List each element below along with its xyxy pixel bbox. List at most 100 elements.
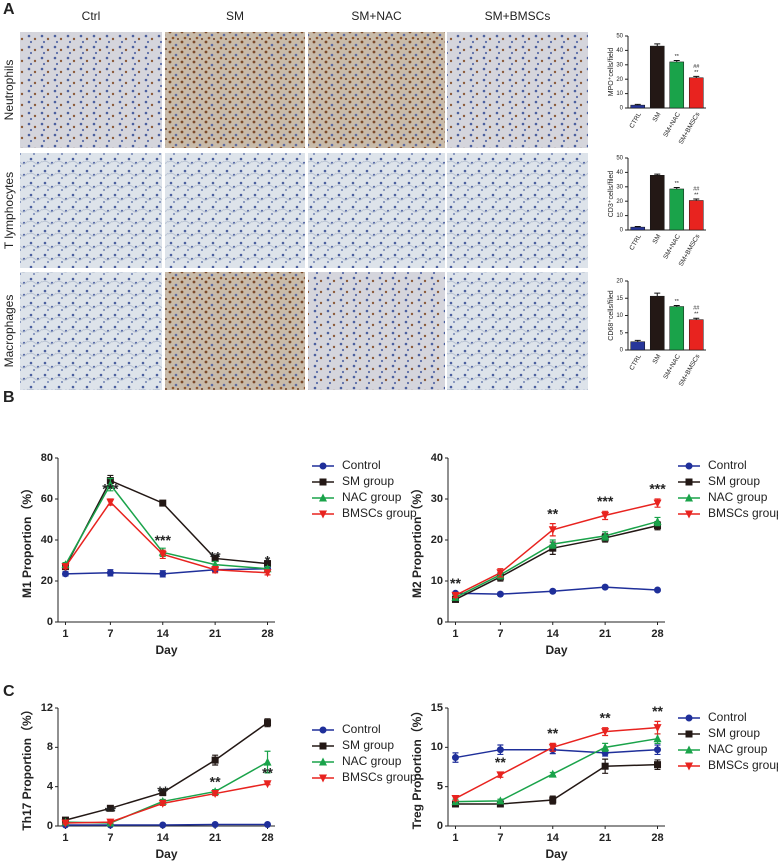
bar: [669, 61, 685, 109]
x-tick-label: 1: [452, 628, 458, 640]
significance-mark: **: [652, 703, 663, 719]
legend-marker: [685, 714, 693, 722]
x-tick-label: SM: [652, 233, 663, 245]
x-axis-label: Day: [545, 847, 567, 861]
x-tick-label: 21: [599, 628, 611, 640]
column-label: Ctrl: [82, 9, 101, 23]
significance-mark: **: [157, 783, 168, 799]
significance-mark: **: [694, 70, 699, 76]
y-tick-label: 30: [616, 184, 623, 190]
x-tick-label: SM: [652, 353, 663, 365]
x-tick-label: 14: [157, 628, 170, 640]
data-point: [264, 719, 272, 727]
legend-marker: [685, 745, 693, 754]
significance-mark: ***: [597, 493, 614, 509]
data-point: [211, 554, 219, 562]
x-tick-label: 21: [209, 832, 221, 844]
error-bar: [634, 339, 641, 342]
series-line: [455, 586, 658, 595]
y-tick-label: 0: [47, 616, 53, 628]
y-tick-label: 12: [41, 702, 53, 714]
row-label: Macrophages: [2, 295, 16, 368]
legend-marker: [685, 462, 693, 470]
data-point: [601, 583, 609, 591]
x-tick-label: 7: [107, 832, 113, 844]
legend-label: NAC group: [708, 742, 768, 756]
bar: [688, 319, 704, 351]
bar: [630, 226, 646, 231]
legend-label: SM group: [708, 474, 760, 488]
data-point: [263, 780, 272, 789]
bar: [649, 295, 665, 351]
significance-mark: **: [262, 764, 273, 780]
significance-mark: **: [547, 725, 558, 741]
data-point: [106, 480, 115, 489]
error-bar: [693, 317, 700, 320]
y-tick-label: 20: [41, 575, 53, 587]
x-tick-label: 14: [547, 628, 560, 640]
data-point: [264, 560, 272, 568]
data-point: [548, 526, 557, 535]
data-point: [61, 819, 70, 828]
error-bar: [654, 292, 661, 297]
y-tick-label: 60: [41, 493, 53, 505]
data-point: [653, 724, 662, 733]
micrograph: [447, 153, 588, 268]
legend-label: Control: [708, 710, 747, 724]
data-point: [654, 761, 662, 769]
significance-mark: **: [450, 575, 461, 591]
y-tick-label: 40: [616, 170, 623, 176]
y-axis-label: Treg Proportion（%）: [409, 705, 424, 830]
error-bar: [693, 75, 700, 78]
data-point: [601, 511, 610, 520]
y-axis-label: M1 Proportion（%）: [19, 482, 34, 598]
micrograph: [20, 272, 162, 390]
x-tick-label: 28: [651, 832, 663, 844]
micrograph: [308, 153, 445, 268]
data-point: [211, 821, 219, 829]
bar: [649, 175, 665, 231]
y-tick-label: 10: [431, 741, 443, 753]
data-point: [496, 746, 504, 754]
data-point: [106, 804, 114, 812]
legend-label: NAC group: [708, 490, 768, 504]
x-axis-label: Day: [155, 643, 177, 657]
x-tick-label: 28: [261, 628, 273, 640]
y-tick-label: 10: [616, 91, 623, 97]
significance-mark: **: [675, 181, 680, 187]
data-point: [548, 539, 557, 548]
legend-marker: [319, 726, 327, 734]
legend-marker: [685, 762, 693, 771]
x-tick-label: CTRL: [628, 353, 643, 372]
y-axis-label: M2 Proportion（%）: [409, 482, 424, 598]
y-tick-label: 20: [431, 534, 443, 546]
significance-mark: ***: [649, 481, 666, 497]
data-point: [451, 754, 459, 762]
y-tick-label: 5: [620, 330, 624, 336]
y-tick-label: 40: [41, 534, 53, 546]
legend-label: SM group: [342, 738, 394, 752]
significance-mark: ***: [155, 532, 172, 548]
data-point: [496, 590, 504, 598]
data-point: [549, 587, 557, 595]
bar: [630, 104, 646, 109]
legend-marker: [319, 774, 327, 783]
error-bar: [693, 198, 700, 201]
x-tick-label: 21: [209, 628, 221, 640]
data-point: [601, 742, 610, 751]
data-point: [653, 517, 662, 526]
legend-label: Control: [708, 458, 747, 472]
error-bar: [634, 226, 641, 228]
y-tick-label: 8: [47, 741, 53, 753]
legend-marker: [319, 742, 327, 750]
micrograph: [20, 32, 162, 148]
y-tick-label: 0: [437, 616, 443, 628]
data-point: [158, 799, 167, 808]
x-tick-label: 1: [452, 832, 458, 844]
y-tick-label: 30: [431, 493, 443, 505]
data-point: [451, 794, 460, 803]
y-tick-label: 50: [616, 34, 623, 40]
micrograph: [308, 272, 445, 390]
series-line: [455, 763, 658, 805]
legend-marker: [685, 493, 693, 502]
